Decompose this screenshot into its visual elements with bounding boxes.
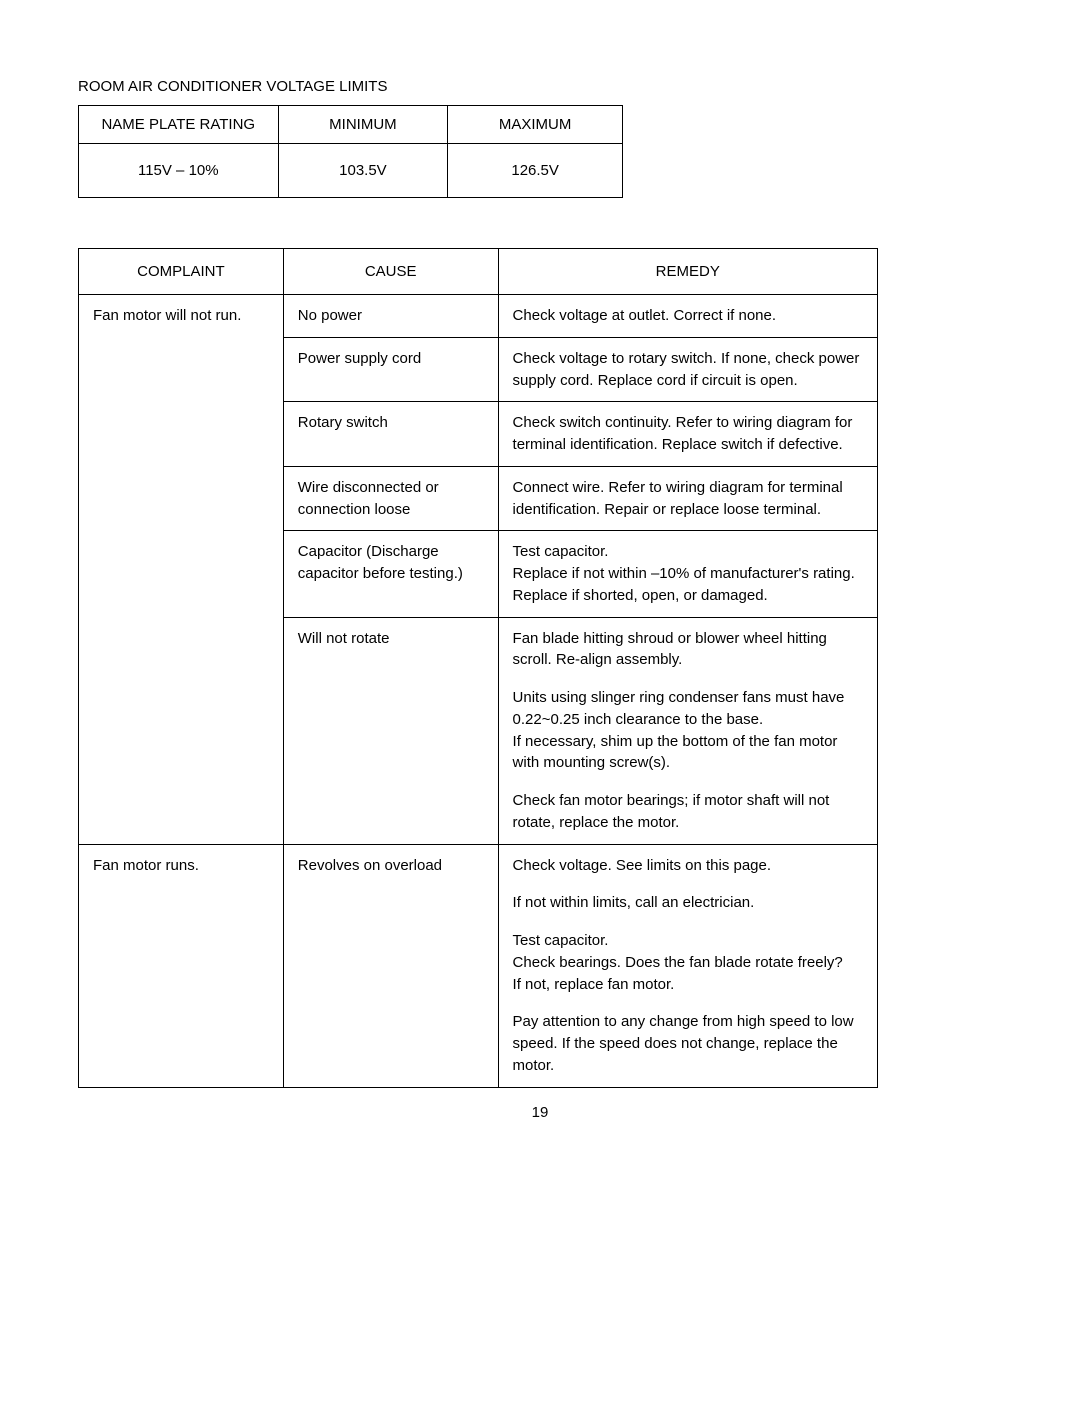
trouble-header-cause: CAUSE <box>283 249 498 295</box>
remedy-text: Fan blade hitting shroud or blower wheel… <box>513 628 863 672</box>
trouble-header-complaint: COMPLAINT <box>79 249 284 295</box>
cause-cell: Will not rotate <box>283 617 498 844</box>
voltage-cell-max: 126.5V <box>448 144 623 198</box>
complaint-cell: Fan motor will not run. <box>79 295 284 845</box>
remedy-text: Units using slinger ring condenser fans … <box>513 687 863 774</box>
voltage-cell-name: 115V – 10% <box>79 144 279 198</box>
remedy-text: Check fan motor bearings; if motor shaft… <box>513 790 863 834</box>
cause-cell: Capacitor (Discharge capacitor before te… <box>283 531 498 617</box>
voltage-header-min: MINIMUM <box>278 106 448 144</box>
cause-cell: No power <box>283 295 498 338</box>
remedy-cell: Test capacitor.Replace if not within –10… <box>498 531 877 617</box>
cause-cell: Rotary switch <box>283 402 498 467</box>
cause-cell: Revolves on overload <box>283 844 498 1087</box>
voltage-section-title: ROOM AIR CONDITIONER VOLTAGE LIMITS <box>78 78 1002 95</box>
table-row: Fan motor runs.Revolves on overloadCheck… <box>79 844 878 1087</box>
remedy-text: Test capacitor.Replace if not within –10… <box>513 541 863 606</box>
remedy-text: Check switch continuity. Refer to wiring… <box>513 412 863 456</box>
remedy-text: Check voltage to rotary switch. If none,… <box>513 348 863 392</box>
remedy-text: Test capacitor.Check bearings. Does the … <box>513 930 863 995</box>
cause-cell: Wire disconnected or connection loose <box>283 466 498 531</box>
remedy-text: Pay attention to any change from high sp… <box>513 1011 863 1076</box>
remedy-text: Check voltage. See limits on this page. <box>513 855 863 877</box>
remedy-cell: Check voltage at outlet. Correct if none… <box>498 295 877 338</box>
remedy-cell: Check switch continuity. Refer to wiring… <box>498 402 877 467</box>
voltage-row: 115V – 10% 103.5V 126.5V <box>79 144 623 198</box>
remedy-cell: Connect wire. Refer to wiring diagram fo… <box>498 466 877 531</box>
voltage-limits-table: NAME PLATE RATING MINIMUM MAXIMUM 115V –… <box>78 105 623 198</box>
remedy-text: If not within limits, call an electricia… <box>513 892 863 914</box>
trouble-table-body: Fan motor will not run.No power Check vol… <box>79 295 878 1088</box>
voltage-cell-min: 103.5V <box>278 144 448 198</box>
voltage-header-max: MAXIMUM <box>448 106 623 144</box>
table-row: Fan motor will not run.No powerCheck vol… <box>79 295 878 338</box>
trouble-header-remedy: REMEDY <box>498 249 877 295</box>
remedy-text: Check voltage at outlet. Correct if none… <box>513 305 863 327</box>
remedy-cell: Check voltage. See limits on this page. I… <box>498 844 877 1087</box>
cause-cell: Power supply cord <box>283 337 498 402</box>
troubleshooting-table: COMPLAINT CAUSE REMEDY Fan motor will no… <box>78 248 878 1088</box>
remedy-text: Connect wire. Refer to wiring diagram fo… <box>513 477 863 521</box>
voltage-header-name: NAME PLATE RATING <box>79 106 279 144</box>
complaint-cell: Fan motor runs. <box>79 844 284 1087</box>
page-number: 19 <box>78 1104 1002 1121</box>
remedy-cell: Check voltage to rotary switch. If none,… <box>498 337 877 402</box>
remedy-cell: Fan blade hitting shroud or blower wheel… <box>498 617 877 844</box>
